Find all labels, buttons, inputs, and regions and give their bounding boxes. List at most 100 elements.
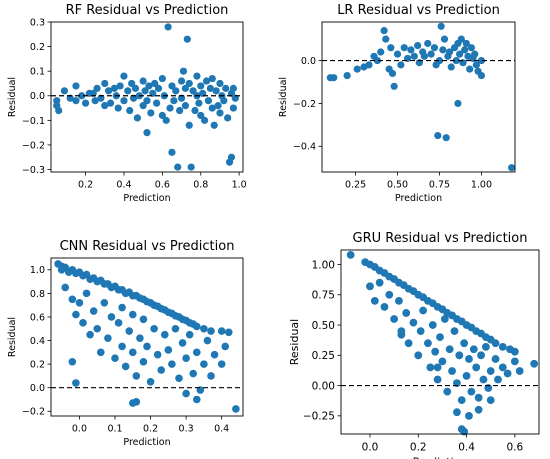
gru-plot-frame [340,249,540,435]
cnn-point [207,372,215,380]
rf-point [89,89,97,97]
lr-point [343,71,351,80]
lr-point [434,131,442,140]
cnn-y-tick-label: 0.0 [30,383,45,394]
cnn-point [139,315,148,324]
rf-point [158,74,166,83]
rf-point [78,92,86,100]
rf-point [91,97,99,105]
gru-point [530,359,539,368]
cnn-point [86,330,94,339]
gru-point [419,306,427,315]
rf-point [101,79,109,88]
lr-point [462,39,470,48]
gru-point [402,309,411,317]
lr-points [326,22,516,172]
gru-point [428,321,437,329]
rf-point [145,82,153,90]
rf-point [106,99,115,107]
rf-point [176,106,184,115]
rf-point [195,99,203,107]
lr-y-axis-label: Residual [278,77,289,117]
cnn-point [168,360,176,368]
rf-point [187,163,195,171]
lr-x-tick-label: 0.25 [345,180,366,191]
lr-point [388,69,397,78]
lr-point [508,164,516,172]
lr-point [353,65,361,73]
lr-point [456,50,464,58]
cnn-point [146,378,155,386]
rf-point [189,87,197,95]
rf-x-tick-label: 0.2 [78,180,93,191]
gru-point [346,250,355,259]
rf-point [229,84,237,92]
gru-point [380,302,389,311]
rf-point [151,79,159,88]
cnn-point [72,310,80,319]
gru-y-tick-label: 0.25 [312,350,335,362]
rf-x-tick-label: 0.8 [193,180,208,191]
gru-point [491,339,500,348]
rf-point [124,87,132,95]
rf-point [197,82,205,90]
cnn-point [136,334,144,342]
rf-point [177,77,186,85]
lr-point [330,74,338,82]
rf-point [81,99,90,107]
gru-point [469,345,478,354]
lr-point [457,35,465,43]
rf-point [172,87,180,95]
gru-point [457,396,466,405]
gru-point [414,351,423,360]
cnn-x-axis-label: Prediction [123,437,170,448]
rf-chart: RF Residual vs Prediction 0.2 0.4 0.6 0.8 1.0… [7,3,247,204]
rf-points [53,23,239,171]
cnn-point [200,324,208,333]
rf-y-tick-label: −0.3 [22,165,45,176]
rf-point [231,94,239,102]
rf-point [229,104,237,112]
cnn-x-tick-label: 0.4 [214,424,229,435]
rf-point [201,116,209,124]
gru-point [431,347,440,356]
rf-point [185,121,193,129]
gru-point [453,408,461,417]
rf-point [181,84,189,92]
rf-point [183,35,191,43]
cnn-y-axis-label: Residual [7,317,18,357]
gru-point [370,296,379,305]
lr-x-tick-label: 0.75 [429,180,450,191]
gru-point [416,327,425,336]
cnn-chart: CNN Residual vs Prediction 0.0 0.1 0.2 0.3 0.… [7,239,244,448]
gru-y-tick-label: 0.75 [312,290,335,302]
rf-y-axis-label: Residual [7,77,18,117]
cnn-point [132,372,141,380]
cnn-point [89,307,98,315]
gru-point [436,333,444,342]
gru-point [397,330,406,339]
lr-point [414,41,422,50]
cnn-point [82,289,91,298]
rf-point [154,84,163,92]
rf-point [208,74,216,83]
gru-points [346,250,539,436]
lr-point [377,48,385,56]
lr-y-tick-label: −0.4 [293,142,316,153]
gru-point [385,290,394,299]
cnn-x-tick-label: 0.2 [143,424,158,435]
lr-chart: LR Residual vs Prediction 0.25 0.50 0.75 1.0… [278,3,516,204]
lr-point [467,44,475,52]
gru-point [443,387,452,396]
gru-point [486,396,495,405]
cnn-point [192,395,201,404]
cnn-point [104,334,112,342]
lr-point [447,63,455,71]
gru-point [486,367,495,375]
rf-point [133,114,141,122]
cnn-x-tick-label: 0.3 [179,424,194,435]
cnn-y-tick-label: 0.6 [30,312,45,323]
rf-point [214,102,222,110]
lr-y-tick-label: −0.2 [293,99,316,110]
